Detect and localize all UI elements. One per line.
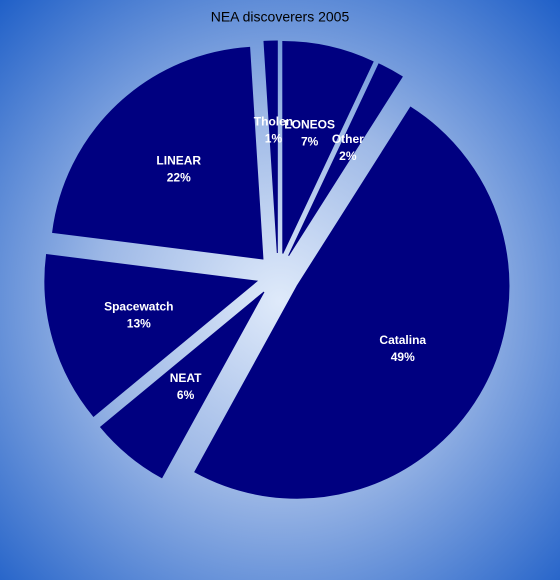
slice-label: Other: [332, 132, 364, 146]
pie-slice: [44, 254, 259, 417]
pie-slice: [99, 291, 265, 479]
pie-slice: [52, 46, 264, 260]
slice-percent: 49%: [391, 350, 415, 364]
slice-label: Tholen: [254, 114, 293, 128]
slice-label: LINEAR: [156, 154, 201, 168]
slice-label: Spacewatch: [104, 300, 173, 314]
slice-label: Catalina: [379, 333, 426, 347]
slice-percent: 1%: [265, 131, 283, 145]
slice-label: NEAT: [170, 371, 202, 385]
slice-percent: 6%: [177, 388, 195, 402]
pie-slice: [288, 63, 403, 256]
pie-slice: [194, 106, 510, 499]
slice-percent: 7%: [301, 135, 319, 149]
slice-label: LONEOS: [284, 118, 335, 132]
slice-percent: 22%: [167, 171, 191, 185]
pie-slice: [263, 40, 278, 254]
pie-slice: [282, 41, 374, 254]
chart-title: NEA discoverers 2005: [211, 9, 350, 25]
slice-percent: 2%: [339, 149, 357, 163]
slice-percent: 13%: [127, 317, 151, 331]
